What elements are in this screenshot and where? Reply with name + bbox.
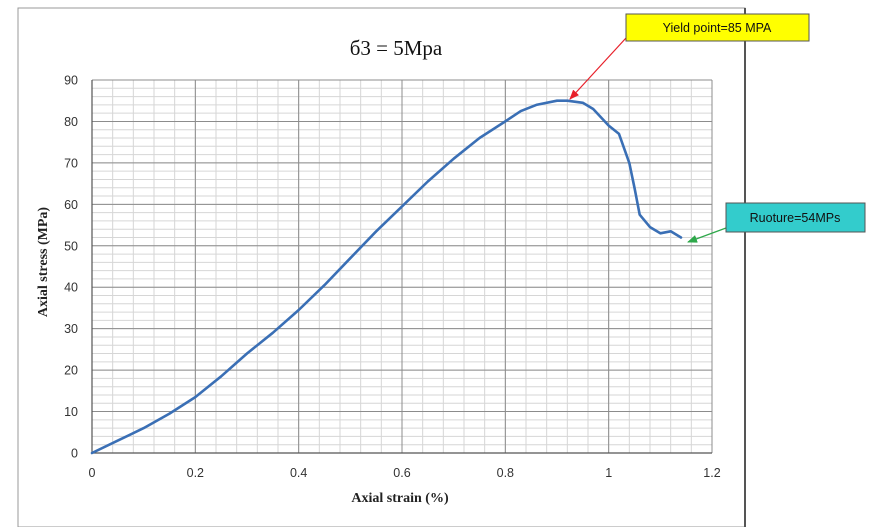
major-gridlines [91, 79, 713, 454]
x-tick-label: 0.6 [393, 466, 410, 480]
x-tick-label: 0 [89, 466, 96, 480]
y-tick-labels: 0 10 20 30 40 50 60 70 80 90 [64, 74, 78, 461]
yield-callout: Yield point=85 MPA [569, 13, 810, 100]
x-tick-label: 0.8 [497, 466, 514, 480]
y-tick-label: 20 [64, 364, 78, 378]
y-tick-label: 90 [64, 74, 78, 88]
x-tick-label: 0.2 [187, 466, 204, 480]
x-axis-title: Axial strain (%) [351, 491, 449, 506]
x-tick-labels: 0 0.2 0.4 0.6 0.8 1 1.2 [89, 466, 721, 480]
rupture-callout-box [725, 202, 866, 233]
rupture-arrow [687, 227, 727, 243]
rupture-callout: Ruoture=54MPs [687, 202, 866, 243]
y-tick-label: 50 [64, 239, 78, 253]
x-tick-label: 1.2 [703, 466, 720, 480]
yield-arrow [569, 37, 627, 100]
x-tick-label: 0.4 [290, 466, 307, 480]
y-tick-label: 70 [64, 156, 78, 170]
y-axis-title: Axial stress (MPa) [36, 207, 51, 317]
rupture-callout-text: Ruoture=54MPs [750, 211, 841, 225]
y-tick-label: 10 [64, 405, 78, 419]
series-line-0 [90, 99, 683, 455]
y-tick-label: 30 [64, 322, 78, 336]
series-layer [90, 99, 683, 455]
y-tick-label: 0 [71, 447, 78, 461]
y-tick-label: 60 [64, 198, 78, 212]
y-tick-label: 40 [64, 281, 78, 295]
axes [91, 80, 712, 454]
yield-callout-text: Yield point=85 MPA [663, 21, 772, 35]
x-tick-label: 1 [605, 466, 612, 480]
y-tick-label: 80 [64, 115, 78, 129]
chart-title: б3 = 5Mpa [350, 36, 443, 60]
yield-callout-box [625, 13, 810, 42]
